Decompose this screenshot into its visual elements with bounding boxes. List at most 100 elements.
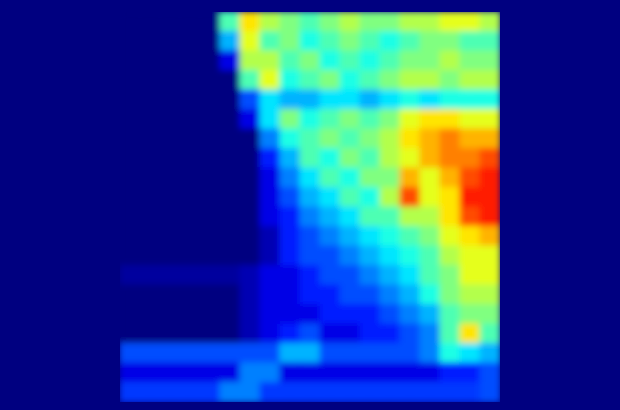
heat-cell bbox=[260, 12, 281, 32]
heat-cell bbox=[220, 31, 241, 52]
heat-cell bbox=[340, 324, 361, 345]
heat-cell bbox=[420, 90, 441, 111]
heat-cell bbox=[160, 31, 181, 52]
heat-cell bbox=[460, 285, 481, 306]
heat-cell bbox=[180, 207, 201, 228]
heat-cell bbox=[480, 187, 501, 208]
heat-cell bbox=[200, 304, 221, 325]
heat-cell bbox=[120, 12, 141, 32]
heat-cell bbox=[420, 343, 441, 364]
heat-cell bbox=[340, 187, 361, 208]
heat-cell bbox=[360, 285, 381, 306]
heat-cell bbox=[400, 265, 421, 286]
heat-cell bbox=[300, 168, 321, 189]
heat-cell bbox=[400, 343, 421, 364]
heat-cell bbox=[220, 207, 241, 228]
heat-cell bbox=[260, 226, 281, 247]
heat-cell bbox=[220, 343, 241, 364]
heat-cell bbox=[420, 382, 441, 402]
heat-cell bbox=[460, 129, 481, 150]
heat-cell bbox=[260, 109, 281, 130]
heat-cell bbox=[460, 90, 481, 111]
heat-cell bbox=[480, 226, 501, 247]
heat-cell bbox=[180, 31, 201, 52]
heat-cell bbox=[360, 343, 381, 364]
heat-cell bbox=[280, 12, 301, 32]
heat-cell bbox=[320, 226, 341, 247]
heat-cell bbox=[160, 168, 181, 189]
heat-cell bbox=[400, 129, 421, 150]
heat-cell bbox=[140, 31, 161, 52]
heat-cell bbox=[180, 324, 201, 345]
heat-cell bbox=[440, 343, 461, 364]
heat-cell bbox=[420, 148, 441, 169]
heat-cell bbox=[160, 226, 181, 247]
heat-cell bbox=[160, 363, 181, 384]
heat-cell bbox=[300, 324, 321, 345]
heat-cell bbox=[220, 226, 241, 247]
heat-cell bbox=[280, 246, 301, 267]
heat-cell bbox=[400, 304, 421, 325]
heat-cell bbox=[460, 207, 481, 228]
heat-cell bbox=[180, 187, 201, 208]
heat-cell bbox=[180, 246, 201, 267]
heat-cell bbox=[460, 51, 481, 72]
heat-cell bbox=[440, 246, 461, 267]
heat-cell bbox=[420, 129, 441, 150]
heat-cell bbox=[240, 265, 261, 286]
heat-cell bbox=[480, 382, 501, 402]
heat-cell bbox=[380, 363, 401, 384]
heat-cell bbox=[380, 285, 401, 306]
heat-cell bbox=[320, 129, 341, 150]
heat-cell bbox=[360, 31, 381, 52]
heat-cell bbox=[260, 285, 281, 306]
heat-cell bbox=[460, 382, 481, 402]
heat-cell bbox=[440, 90, 461, 111]
heat-cell bbox=[160, 109, 181, 130]
heat-cell bbox=[260, 129, 281, 150]
heat-cell bbox=[300, 12, 321, 32]
heat-cell bbox=[280, 51, 301, 72]
heat-cell bbox=[400, 148, 421, 169]
heat-cell bbox=[140, 304, 161, 325]
heat-cell bbox=[340, 246, 361, 267]
heat-cell bbox=[320, 285, 341, 306]
heat-cell bbox=[180, 148, 201, 169]
heat-cell bbox=[140, 168, 161, 189]
heat-cell bbox=[340, 363, 361, 384]
heat-cell bbox=[200, 148, 221, 169]
heat-cell bbox=[140, 226, 161, 247]
heat-cell bbox=[160, 90, 181, 111]
heat-cell bbox=[380, 90, 401, 111]
heat-cell bbox=[240, 187, 261, 208]
heat-cell bbox=[160, 129, 181, 150]
heat-cell bbox=[320, 304, 341, 325]
heat-cell bbox=[360, 382, 381, 402]
heat-cell bbox=[180, 168, 201, 189]
heat-cell bbox=[160, 246, 181, 267]
heat-cell bbox=[120, 70, 141, 91]
heat-cell bbox=[200, 90, 221, 111]
heat-cell bbox=[440, 363, 461, 384]
heat-cell bbox=[460, 324, 481, 345]
heat-cell bbox=[300, 129, 321, 150]
heat-cell bbox=[360, 90, 381, 111]
heat-cell bbox=[400, 109, 421, 130]
heat-cell bbox=[340, 129, 361, 150]
heat-cell bbox=[120, 363, 141, 384]
heat-cell bbox=[240, 90, 261, 111]
heat-cell bbox=[180, 285, 201, 306]
heat-cell bbox=[300, 90, 321, 111]
heat-cell bbox=[220, 187, 241, 208]
heat-cell bbox=[260, 304, 281, 325]
heat-cell bbox=[280, 265, 301, 286]
heat-cell bbox=[340, 51, 361, 72]
heat-cell bbox=[280, 109, 301, 130]
heat-cell bbox=[320, 70, 341, 91]
heat-cell bbox=[340, 90, 361, 111]
heat-cell bbox=[340, 285, 361, 306]
heat-cell bbox=[220, 285, 241, 306]
heat-cell bbox=[220, 109, 241, 130]
heat-cell bbox=[400, 382, 421, 402]
heat-cell bbox=[260, 168, 281, 189]
